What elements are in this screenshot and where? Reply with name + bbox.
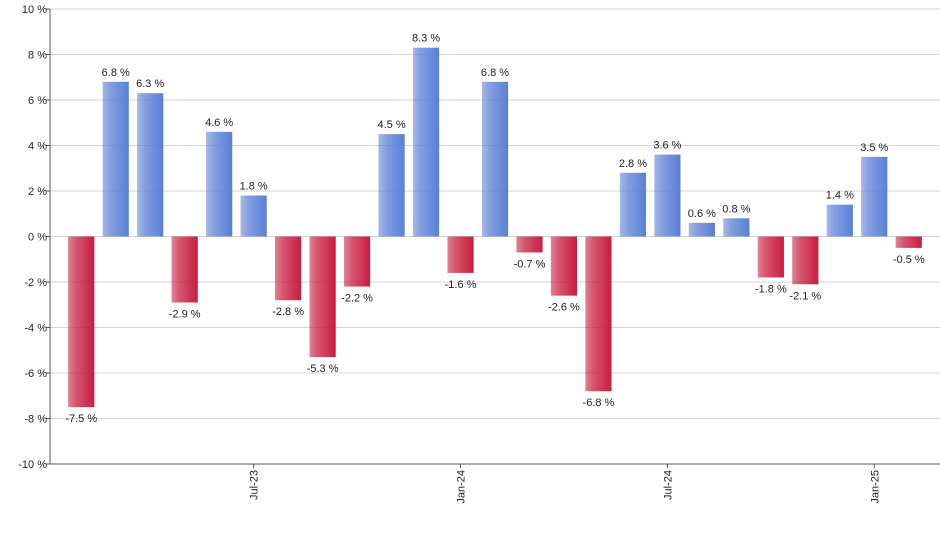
bar — [171, 236, 198, 303]
bar — [723, 218, 750, 237]
bar — [861, 156, 888, 237]
bar — [654, 154, 681, 237]
bar — [343, 236, 371, 287]
value-label: 6.8 % — [481, 67, 509, 79]
bar — [102, 81, 129, 237]
x-tick-label: Jan-24 — [456, 470, 468, 504]
bar — [137, 93, 164, 237]
y-tick-label: 6 % — [28, 95, 47, 107]
value-label: -5.3 % — [307, 363, 339, 375]
x-tick-label: Jul-24 — [662, 470, 674, 500]
bar — [619, 172, 647, 237]
value-label: 3.5 % — [860, 142, 888, 154]
x-tick-label: Jan-25 — [869, 470, 881, 504]
bar — [516, 236, 543, 253]
value-label: -2.8 % — [272, 306, 304, 318]
y-tick-label: -10 % — [18, 459, 47, 471]
bar — [275, 236, 302, 301]
value-label: 3.6 % — [653, 140, 681, 152]
bar — [378, 134, 405, 237]
x-tick-label: Jul-23 — [249, 470, 261, 500]
bar — [826, 204, 853, 237]
y-tick-label: 2 % — [28, 186, 47, 198]
y-tick-label: 0 % — [28, 232, 47, 244]
value-label: -2.2 % — [341, 293, 373, 305]
value-label: -1.6 % — [445, 279, 477, 291]
value-label: 0.6 % — [688, 208, 716, 220]
value-label: -0.7 % — [514, 258, 546, 270]
value-label: -7.5 % — [65, 413, 97, 425]
y-tick-label: 8 % — [28, 50, 47, 62]
value-label: 4.6 % — [205, 117, 233, 129]
value-label: 8.3 % — [412, 33, 440, 45]
value-label: -2.9 % — [169, 308, 201, 320]
y-tick-label: -4 % — [24, 323, 47, 335]
bar — [585, 236, 612, 392]
bar — [68, 236, 95, 408]
bar — [412, 47, 440, 237]
y-tick-label: -6 % — [24, 368, 47, 380]
value-label: 2.8 % — [619, 158, 647, 170]
bar — [895, 236, 922, 248]
bar — [550, 236, 578, 296]
bar — [757, 236, 784, 278]
bar — [206, 131, 233, 237]
y-tick-label: -2 % — [24, 277, 47, 289]
y-tick-label: -8 % — [24, 414, 47, 426]
y-tick-label: 10 % — [22, 4, 47, 16]
value-label: 4.5 % — [377, 119, 405, 131]
value-label: 0.8 % — [722, 203, 750, 215]
value-label: -6.8 % — [583, 397, 615, 409]
value-label: 1.8 % — [240, 181, 268, 193]
value-label: -2.1 % — [789, 290, 821, 302]
y-tick-label: 4 % — [28, 141, 47, 153]
value-label: 6.3 % — [136, 78, 164, 90]
bar — [481, 81, 509, 237]
bar — [309, 236, 336, 358]
value-label: 1.4 % — [826, 190, 854, 202]
value-label: -1.8 % — [755, 283, 787, 295]
bar — [240, 195, 267, 237]
bar — [792, 236, 819, 285]
value-label: 6.8 % — [102, 67, 130, 79]
bar — [688, 222, 715, 237]
value-label: -0.5 % — [893, 254, 925, 266]
bar — [447, 236, 474, 273]
value-label: -2.6 % — [548, 302, 580, 314]
